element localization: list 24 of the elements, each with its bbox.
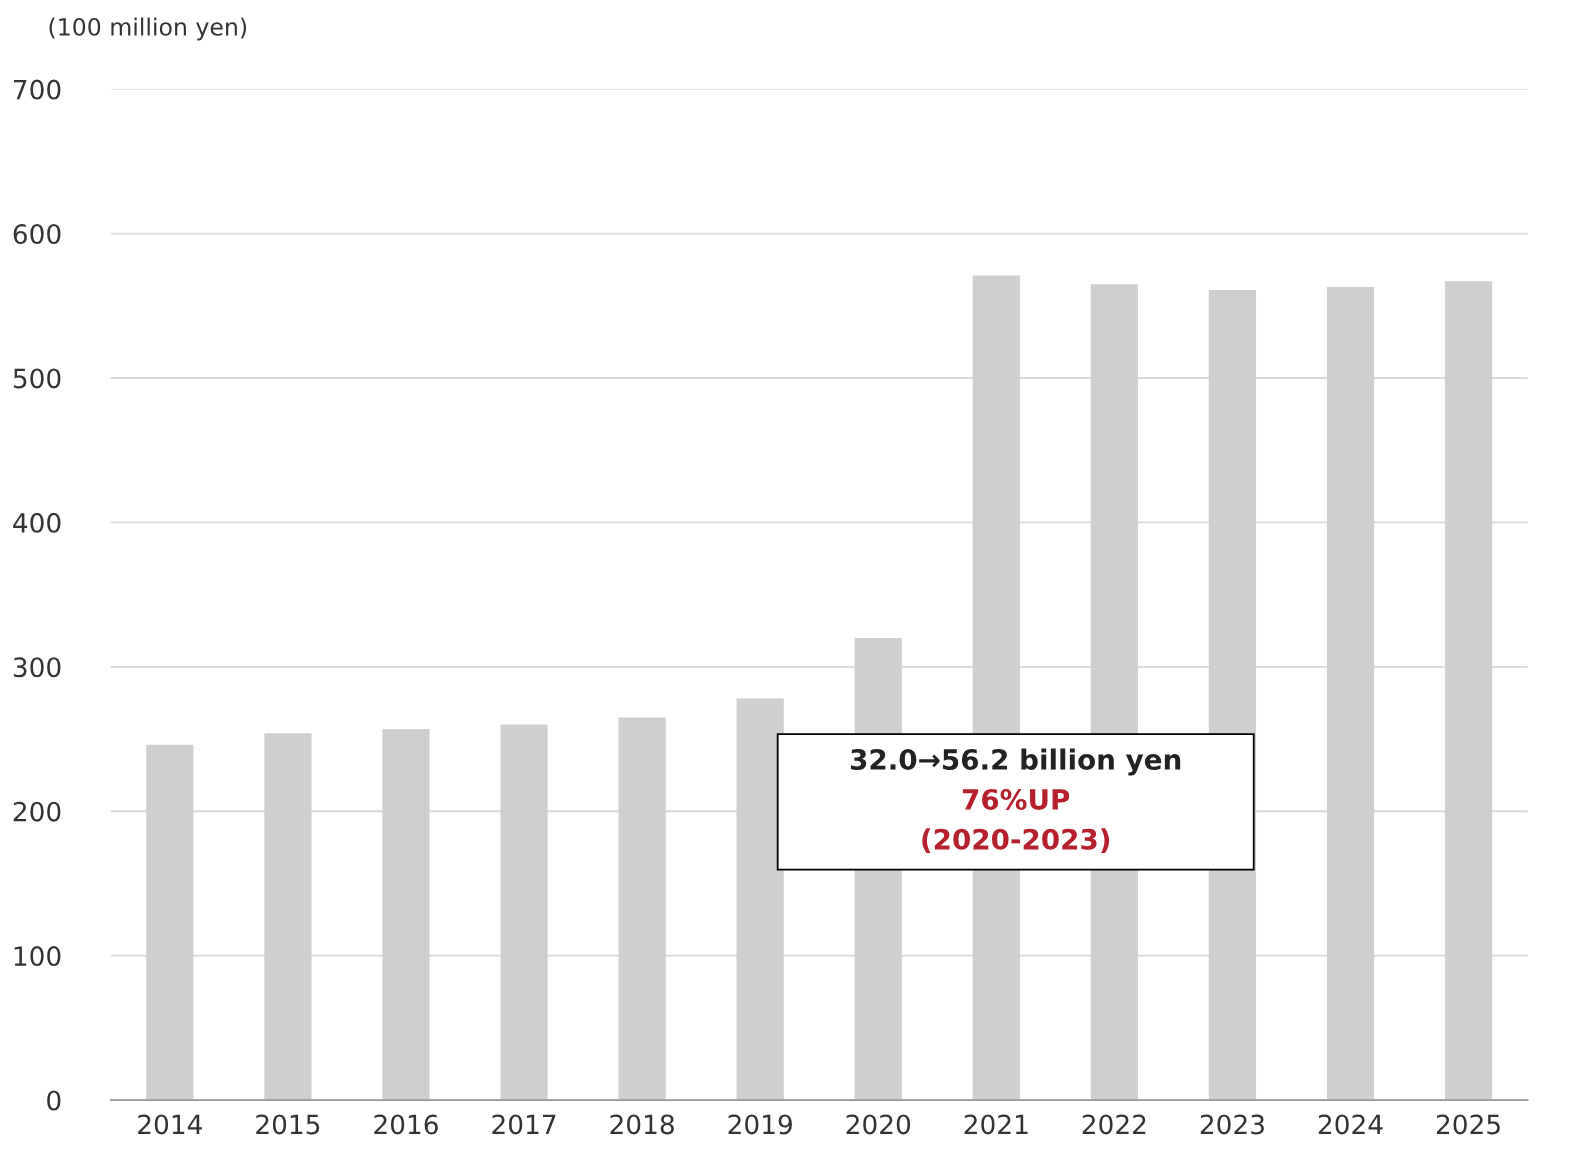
y-tick-label: 100 [14,946,61,967]
x-tick-label: 2019 [728,1114,792,1135]
x-tick-label: 2014 [138,1114,202,1135]
x-tick-label: 2018 [610,1114,674,1135]
y-axis-title: (100 million yen) [49,17,247,41]
x-tick-label: 2016 [374,1114,438,1135]
x-tick-label: 2023 [1200,1114,1264,1135]
y-tick-label: 400 [13,512,61,533]
annotation: 76%UP [962,788,1070,810]
x-tick-label: 2015 [256,1114,320,1135]
y-tick-label: 700 [13,79,61,100]
x-tick-label: 2020 [846,1114,911,1135]
y-tick-label: 300 [13,657,61,678]
x-tick-label: 2021 [964,1114,1028,1135]
y-tick-label: 0 [47,1090,61,1111]
annotation: 32.0→56.2 billion yen [850,748,1181,776]
annotation: (2020-2023) [922,828,1110,854]
x-tick-label: 2017 [492,1114,556,1135]
y-tick-label: 200 [13,801,61,822]
x-tick-label: 2022 [1082,1114,1146,1135]
y-tick-label: 500 [13,368,61,389]
y-tick-label: 600 [13,224,61,244]
x-tick-label: 2025 [1436,1114,1500,1135]
x-tick-label: 2024 [1318,1114,1383,1135]
